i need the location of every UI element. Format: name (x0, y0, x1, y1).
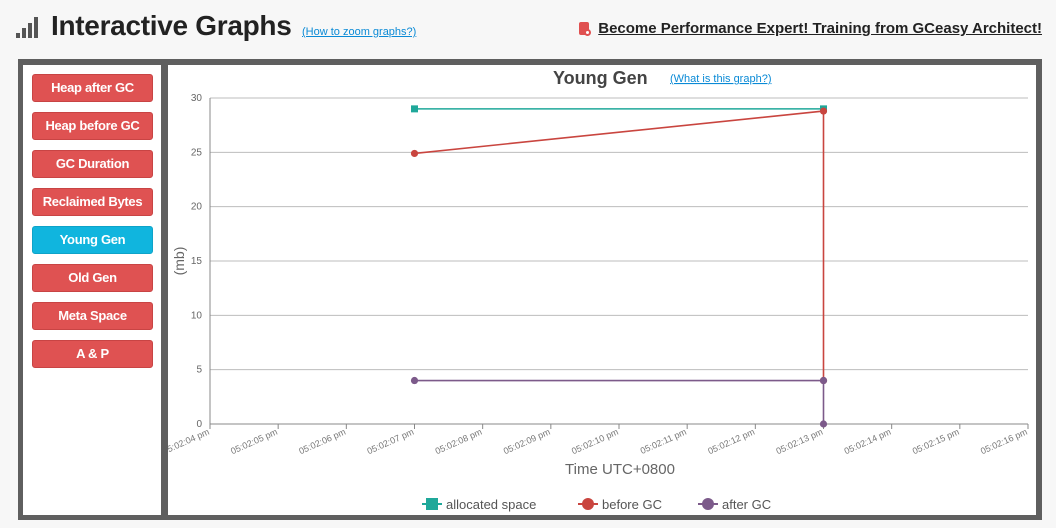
chart-panel: Young Gen (What is this graph?) 0 5 10 15 20… (161, 65, 1036, 515)
legend-marker-1 (582, 498, 594, 510)
x-tick-label-4: 05:02:08 pm (434, 427, 484, 456)
x-tick-label-8: 05:02:12 pm (706, 427, 756, 456)
heap-after-gc-button[interactable]: Heap after GC (32, 74, 153, 102)
series-2-point-0 (410, 376, 419, 385)
training-promo-link[interactable]: Become Performance Expert! Training from… (579, 20, 1042, 37)
x-tick-label-5: 05:02:09 pm (502, 427, 552, 456)
legend[interactable]: allocated space before GC after GC (422, 497, 771, 512)
what-is-this-graph-link[interactable]: (What is this graph?) (670, 73, 771, 85)
a-and-p-button[interactable]: A & P (32, 340, 153, 368)
x-tick-label-1: 05:02:05 pm (229, 427, 279, 456)
series-2-point-1 (819, 376, 828, 385)
series-line-2 (414, 379, 825, 424)
y-axis-ticks: 0 5 10 15 20 25 30 (191, 93, 203, 430)
x-axis-label: Time UTC+0800 (565, 461, 675, 478)
x-tick-label-7: 05:02:11 pm (639, 427, 688, 456)
y-tick-label-10: 10 (191, 310, 203, 321)
x-tick-label-10: 05:02:14 pm (843, 427, 893, 456)
y-axis-label: (mb) (171, 247, 187, 276)
gc-duration-button[interactable]: GC Duration (32, 150, 153, 178)
young-gen-chart[interactable]: Young Gen (What is this graph?) 0 5 10 15 20… (161, 65, 1036, 515)
page-title: Interactive Graphs (51, 10, 292, 41)
legend-label-0: allocated space (446, 497, 536, 512)
y-tick-label-30: 30 (191, 93, 203, 104)
grid-lines (210, 97, 1028, 425)
signal-bars-icon (16, 16, 44, 38)
series-line-1 (414, 110, 825, 381)
legend-label-2: after GC (722, 497, 771, 512)
series-2-point-2 (819, 420, 828, 428)
y-tick-label-0: 0 (196, 419, 202, 430)
training-promo-text: Become Performance Expert! Training from… (598, 20, 1042, 37)
legend-label-1: before GC (602, 497, 662, 512)
x-tick-label-9: 05:02:13 pm (775, 427, 825, 456)
series-0-point-0 (411, 105, 418, 113)
y-tick-label-20: 20 (191, 202, 203, 213)
meta-space-button[interactable]: Meta Space (32, 302, 153, 330)
y-tick-label-15: 15 (191, 256, 203, 267)
y-tick-label-5: 5 (196, 365, 202, 376)
x-tick-label-6: 05:02:10 pm (570, 427, 620, 456)
x-tick-label-12: 05:02:16 pm (979, 427, 1029, 456)
y-tick-label-25: 25 (191, 147, 203, 158)
series-1-point-1 (819, 107, 828, 115)
young-gen-button[interactable]: Young Gen (32, 226, 153, 254)
x-tick-label-0: 05:02:04 pm (168, 427, 211, 456)
series-layer (410, 105, 828, 428)
series-1-point-0 (410, 149, 419, 158)
x-tick-label-2: 05:02:06 pm (297, 427, 347, 456)
page-header: Interactive Graphs (How to zoom graphs?)… (0, 0, 1056, 56)
certificate-icon (579, 21, 592, 36)
x-axis-ticks: 05:02:04 pm 05:02:05 pm 05:02:06 pm 05:02:0… (161, 424, 1029, 456)
reclaimed-bytes-button[interactable]: Reclaimed Bytes (32, 188, 153, 216)
axes (209, 98, 1028, 425)
graph-menu: Heap after GC Heap before GC GC Duration… (23, 65, 161, 515)
x-tick-label-11: 05:02:15 pm (911, 427, 961, 456)
how-to-zoom-link[interactable]: (How to zoom graphs?) (302, 26, 417, 38)
chart-title: Young Gen (553, 68, 648, 88)
heap-before-gc-button[interactable]: Heap before GC (32, 112, 153, 140)
old-gen-button[interactable]: Old Gen (32, 264, 153, 292)
legend-marker-0 (426, 498, 438, 510)
x-tick-label-3: 05:02:07 pm (366, 427, 416, 456)
legend-marker-2 (702, 498, 714, 510)
